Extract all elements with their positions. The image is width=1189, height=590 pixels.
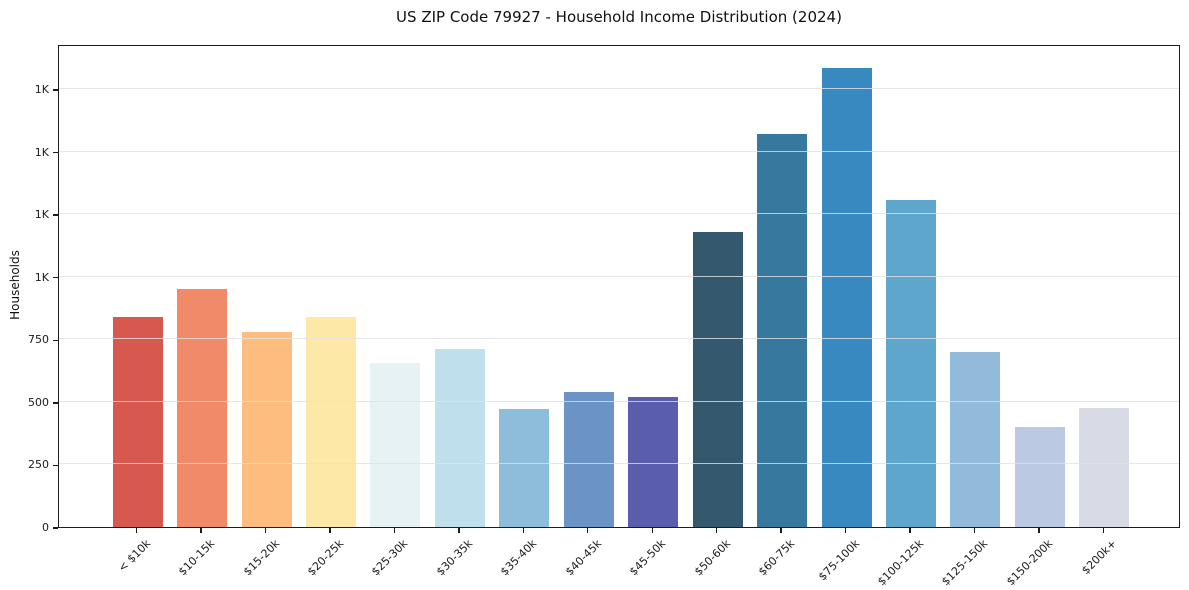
x-tick-mark <box>587 528 589 533</box>
bar <box>177 289 228 527</box>
y-tick-mark <box>53 339 58 341</box>
bar <box>821 67 872 527</box>
gridline <box>59 463 1179 465</box>
x-tick-label: $50-60k <box>691 537 733 579</box>
y-tick-label: 1K <box>34 83 49 97</box>
x-tick-mark <box>651 528 653 533</box>
y-tick-mark <box>53 214 58 216</box>
y-tick-label: 1K <box>34 270 49 284</box>
x-tick-mark <box>200 528 202 533</box>
gridline <box>59 213 1179 215</box>
y-tick-mark <box>53 89 58 91</box>
x-tick-label: $75-100k <box>815 537 862 584</box>
y-tick-mark <box>53 464 58 467</box>
bar <box>692 231 743 527</box>
bar <box>241 331 292 527</box>
x-tick-mark <box>458 528 460 533</box>
y-axis-label: Households <box>8 250 22 320</box>
x-tick-mark <box>973 528 976 533</box>
x-tick-label: < $10k <box>115 537 153 575</box>
x-tick-mark <box>844 528 847 533</box>
x-tick-mark <box>909 528 911 533</box>
x-tick-mark <box>715 528 718 533</box>
x-tick-mark <box>329 528 331 533</box>
x-tick-mark <box>780 528 782 533</box>
y-tick-label: 1K <box>34 145 49 159</box>
plot-area <box>58 45 1180 528</box>
y-tick-mark <box>53 277 58 279</box>
x-tick-mark <box>522 528 525 533</box>
x-tick-label: $60-75k <box>756 537 798 579</box>
bar <box>434 349 485 527</box>
bar <box>370 363 421 527</box>
gridline <box>59 275 1179 277</box>
bar <box>306 316 357 527</box>
bar <box>563 391 614 527</box>
x-tick-label: $45-50k <box>627 537 669 579</box>
bar <box>950 351 1001 527</box>
x-tick-label: $150-200k <box>1003 537 1056 589</box>
chart-title: US ZIP Code 79927 - Household Income Dis… <box>396 8 842 26</box>
bar <box>1079 408 1130 527</box>
bar <box>112 316 163 527</box>
bar <box>757 134 808 527</box>
x-tick-label: $125-150k <box>939 537 991 589</box>
x-tick-label: $20-25k <box>304 537 347 579</box>
x-tick-label: $30-35k <box>433 537 476 579</box>
bar <box>499 408 550 527</box>
bar <box>628 396 679 527</box>
x-tick-label: $35-40k <box>498 537 540 579</box>
gridline <box>59 150 1179 152</box>
gridline <box>59 88 1179 90</box>
y-tick-mark <box>53 402 58 404</box>
y-tick-mark <box>53 151 58 154</box>
bar <box>1014 426 1065 527</box>
x-tick-mark <box>393 528 396 533</box>
x-tick-mark <box>1102 528 1104 533</box>
gridline <box>59 400 1179 402</box>
y-tick-label: 250 <box>28 458 49 472</box>
y-tick-label: 500 <box>28 395 49 409</box>
y-tick-mark <box>53 527 58 529</box>
x-tick-label: $200k+ <box>1079 537 1120 578</box>
x-tick-mark <box>136 528 138 533</box>
y-tick-label: 1K <box>34 208 49 222</box>
y-tick-label: 0 <box>42 521 49 534</box>
gridline <box>59 338 1179 340</box>
y-tick-label: 750 <box>28 333 49 347</box>
x-tick-label: $25-30k <box>369 537 411 579</box>
x-tick-label: $40-45k <box>562 537 604 579</box>
bar <box>885 200 936 527</box>
x-tick-mark <box>1038 528 1040 533</box>
x-tick-mark <box>264 528 267 533</box>
x-tick-label: $15-20k <box>240 537 282 579</box>
x-tick-label: $100-125k <box>875 537 927 589</box>
x-tick-label: $10-15k <box>176 537 218 579</box>
